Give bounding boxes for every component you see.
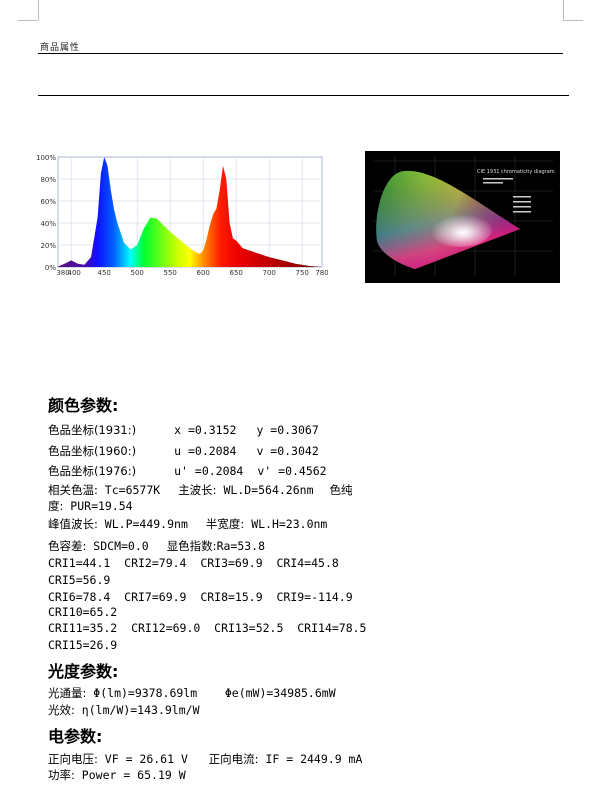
efficacy-line: 光效: η(lm/W)=143.9lm/W [48, 702, 200, 718]
label: 峰值波长: [48, 517, 98, 531]
cri-row: CRI15=26.9 [48, 638, 118, 652]
value: PUR=19.54 [63, 499, 133, 513]
value: η(lm/W)=143.9lm/W [74, 703, 200, 717]
label: 色品坐标(1960:) [48, 444, 137, 458]
y-tick-label: 80% [40, 176, 56, 184]
corner-mark [563, 0, 564, 20]
x-tick-label: 500 [131, 269, 144, 277]
value: SDCM=0.0 [86, 539, 149, 553]
value: IF = 2449.9 mA [258, 752, 363, 766]
label: 显色指数: [166, 539, 217, 553]
label: 光效: [48, 703, 75, 717]
section-heading-electrical: 电参数: [48, 727, 103, 746]
section-heading-photometric: 光度参数: [48, 662, 119, 681]
flux-line: 光通量: Φ(lm)=9378.69lm Φe(mW)=34985.6mW [48, 685, 336, 701]
spectrum-area [58, 157, 322, 267]
label: 度: [48, 499, 64, 513]
cri-row: CRI1=44.1 CRI2=79.4 CRI3=69.9 CRI4=45.8 [48, 556, 339, 570]
value: u' =0.2084 [174, 464, 244, 478]
purity-line: 度: PUR=19.54 [48, 498, 133, 514]
y-tick-label: 20% [40, 242, 56, 250]
corner-mark [38, 0, 39, 20]
chromaticity-1931: 色品坐标(1931:) x =0.3152 y =0.3067 [48, 422, 319, 438]
value: Φ(lm)=9378.69lm Φe(mW)=34985.6mW [86, 686, 336, 700]
value: v' =0.4562 [257, 464, 327, 478]
y-tick-label: 40% [40, 220, 56, 228]
cie-diagram-title: CIE 1931 chromaticity diagram [477, 169, 555, 175]
label: 色纯 [329, 483, 353, 497]
cct-line: 相关色温: Tc=6577K 主波长: WL.D=564.26nm 色纯 [48, 482, 353, 498]
power-line: 功率: Power = 65.19 W [48, 767, 186, 783]
value: WL.D=564.26nm [216, 483, 314, 497]
value: u =0.2084 [174, 444, 237, 458]
x-tick-label: 700 [263, 269, 276, 277]
value: Power = 65.19 W [74, 768, 186, 782]
label: 色容差: [48, 539, 87, 553]
cri-row: CRI6=78.4 CRI7=69.9 CRI8=15.9 CRI9=-114.… [48, 590, 353, 604]
y-tick-label: 100% [36, 154, 56, 162]
value: WL.H=23.0nm [244, 517, 328, 531]
label: 光通量: [48, 686, 87, 700]
label: 主波长: [178, 483, 217, 497]
x-tick-label: 400 [68, 269, 81, 277]
label: 色品坐标(1931:) [48, 423, 137, 437]
chromaticity-1976: 色品坐标(1976:) u' =0.2084 v' =0.4562 [48, 463, 327, 479]
corner-mark [18, 20, 38, 21]
cie-chromaticity-diagram: CIE 1931 chromaticity diagram [365, 151, 560, 283]
white-point [428, 211, 492, 247]
label: 相关色温: [48, 483, 98, 497]
x-tick-label: 450 [98, 269, 111, 277]
value: WL.P=449.9nm [97, 517, 188, 531]
label: 功率: [48, 768, 75, 782]
corner-mark [563, 20, 583, 21]
value: y =0.3067 [256, 423, 319, 437]
divider [38, 95, 569, 96]
label: 半宽度: [205, 517, 245, 531]
x-tick-label: 380 [56, 269, 69, 277]
page-header-title: 商品属性 [40, 43, 81, 53]
chromaticity-1960: 色品坐标(1960:) u =0.2084 v =0.3042 [48, 443, 319, 459]
value: v =0.3042 [256, 444, 319, 458]
value: x =0.3152 [174, 423, 237, 437]
cri-row: CRI5=56.9 [48, 573, 111, 587]
label: 色品坐标(1976:) [48, 464, 137, 478]
label: 正向电流: [208, 752, 259, 766]
cri-row: CRI11=35.2 CRI12=69.0 CRI13=52.5 CRI14=7… [48, 621, 367, 635]
section-heading-color: 颜色参数: [48, 396, 119, 415]
value: Ra=53.8 [216, 539, 266, 553]
y-tick-label: 0% [45, 264, 56, 272]
value: VF = 26.61 V [97, 752, 209, 766]
x-tick-label: 550 [164, 269, 177, 277]
label: 正向电压: [48, 752, 98, 766]
cie-legend [483, 178, 531, 213]
header-rule [38, 53, 563, 54]
voltage-current-line: 正向电压: VF = 26.61 V 正向电流: IF = 2449.9 mA [48, 751, 362, 767]
y-tick-label: 60% [40, 198, 56, 206]
sdcm-line: 色容差: SDCM=0.0 显色指数:Ra=53.8 [48, 538, 265, 554]
cri-row: CRI10=65.2 [48, 605, 118, 619]
value: Tc=6577K [97, 483, 161, 497]
x-tick-label: 750 [296, 269, 309, 277]
x-tick-label: 600 [197, 269, 210, 277]
x-tick-label: 780 [315, 269, 328, 277]
peak-line: 峰值波长: WL.P=449.9nm 半宽度: WL.H=23.0nm [48, 516, 327, 532]
x-tick-label: 650 [230, 269, 243, 277]
